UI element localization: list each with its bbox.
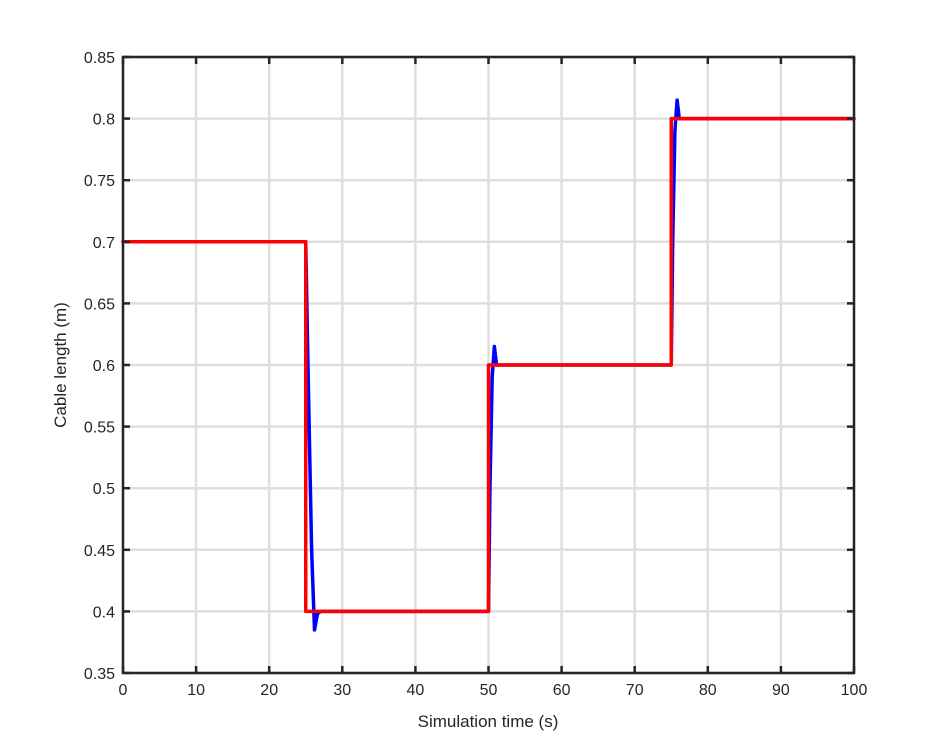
y-tick-label: 0.4 <box>93 604 115 621</box>
y-axis-label: Cable length (m) <box>51 302 70 428</box>
x-tick-label: 60 <box>553 682 571 699</box>
x-tick-label: 20 <box>260 682 278 699</box>
series-line-red <box>121 116 856 614</box>
x-tick-label: 40 <box>407 682 425 699</box>
y-tick-label: 0.35 <box>84 666 115 683</box>
y-tick-labels: 0.35 0.4 0.45 0.5 0.55 0.6 0.65 0.7 0.75 0.8 0.85 <box>84 50 115 683</box>
y-tick-label: 0.75 <box>84 173 115 190</box>
y-tick-label: 0.85 <box>84 50 115 67</box>
x-tick-label: 30 <box>333 682 351 699</box>
x-tick-label: 70 <box>626 682 644 699</box>
y-tick-label: 0.45 <box>84 543 115 560</box>
series-line-blue <box>121 98 856 632</box>
x-tick-label: 90 <box>772 682 790 699</box>
y-tick-label: 0.55 <box>84 420 115 437</box>
x-tick-label: 10 <box>187 682 205 699</box>
tick-marks <box>121 55 856 675</box>
x-axis-label: Simulation time (s) <box>418 712 559 731</box>
x-tick-label: 100 <box>841 682 868 699</box>
x-tick-label: 80 <box>699 682 717 699</box>
y-tick-label: 0.8 <box>93 112 115 129</box>
y-tick-label: 0.65 <box>84 296 115 313</box>
y-tick-label: 0.7 <box>93 235 115 252</box>
x-tick-labels: 0 10 20 30 40 50 60 70 80 90 100 <box>119 682 868 699</box>
y-tick-label: 0.6 <box>93 358 115 375</box>
y-tick-label: 0.5 <box>93 481 115 498</box>
series-group <box>121 98 856 632</box>
x-tick-label: 50 <box>480 682 498 699</box>
x-tick-label: 0 <box>119 682 128 699</box>
